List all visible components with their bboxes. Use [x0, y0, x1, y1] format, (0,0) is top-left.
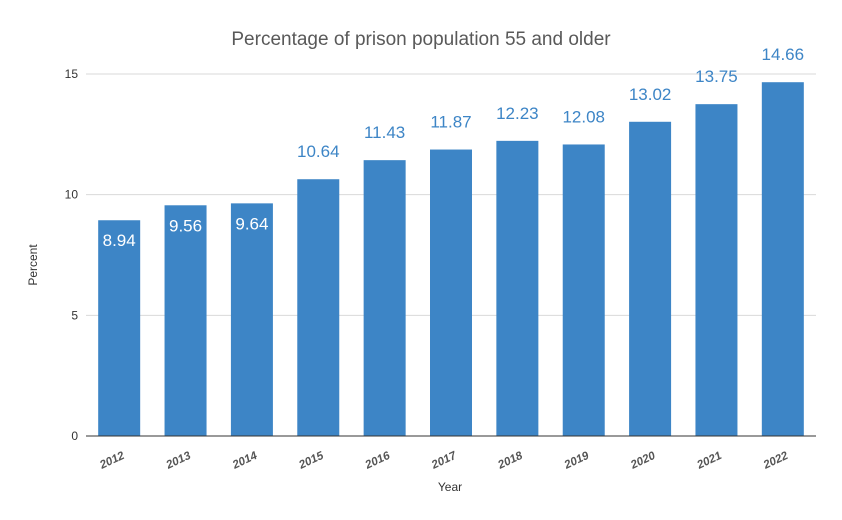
data-label-2022: 14.66 [762, 45, 805, 64]
bar-2022 [761, 82, 804, 437]
x-tick-label: 2019 [562, 450, 592, 472]
x-tick-label: 2017 [429, 450, 459, 472]
y-tick-label: 15 [65, 67, 79, 81]
data-label-2017: 11.87 [430, 113, 471, 132]
data-label-2019: 12.08 [562, 107, 605, 126]
data-label-2020: 13.02 [629, 85, 672, 104]
bar-2018 [496, 140, 539, 436]
bar-2015 [297, 179, 340, 437]
data-label-2014: 9.64 [235, 214, 268, 233]
x-tick-label: 2016 [363, 450, 393, 472]
bar-2020 [629, 121, 672, 436]
x-axis-ticks: 2012 2013 2014 2015 2016 2017 2018 2019 2020 2021… [97, 450, 790, 472]
data-label-2016: 11.43 [364, 123, 405, 142]
data-label-2015: 10.64 [297, 142, 340, 161]
data-label-2013: 9.56 [169, 216, 202, 235]
bar-2013 [164, 205, 207, 436]
x-tick-label: 2013 [164, 450, 194, 472]
y-tick-label: 5 [71, 308, 78, 322]
bar-2016 [363, 160, 406, 436]
y-axis-title: Percent [26, 244, 40, 286]
chart-title: Percentage of prison population 55 and o… [231, 29, 611, 50]
x-tick-label: 2021 [695, 450, 724, 472]
x-tick-label: 2022 [761, 450, 791, 472]
bar-2017 [430, 149, 472, 436]
bar-2021 [695, 104, 738, 437]
y-tick-label: 10 [65, 188, 79, 202]
data-label-2012: 8.94 [103, 231, 136, 250]
x-tick-label: 2012 [97, 450, 127, 472]
bar-2014 [230, 203, 273, 436]
data-labels: 8.94 9.56 9.64 10.64 11.43 11.87 12.23 12.08 13.… [103, 45, 804, 250]
y-tick-label: 0 [71, 429, 78, 443]
bar-2019 [562, 144, 605, 436]
bars [98, 82, 804, 437]
x-tick-label: 2014 [230, 450, 260, 472]
y-axis-ticks: 0 5 10 15 [65, 67, 79, 443]
bar-2012 [98, 220, 141, 436]
data-label-2021: 13.75 [695, 67, 738, 86]
data-label-2018: 12.23 [496, 104, 539, 123]
x-axis-title: Year [438, 480, 462, 494]
x-tick-label: 2018 [495, 450, 525, 472]
x-tick-label: 2015 [296, 450, 326, 472]
x-tick-label: 2020 [628, 450, 658, 472]
